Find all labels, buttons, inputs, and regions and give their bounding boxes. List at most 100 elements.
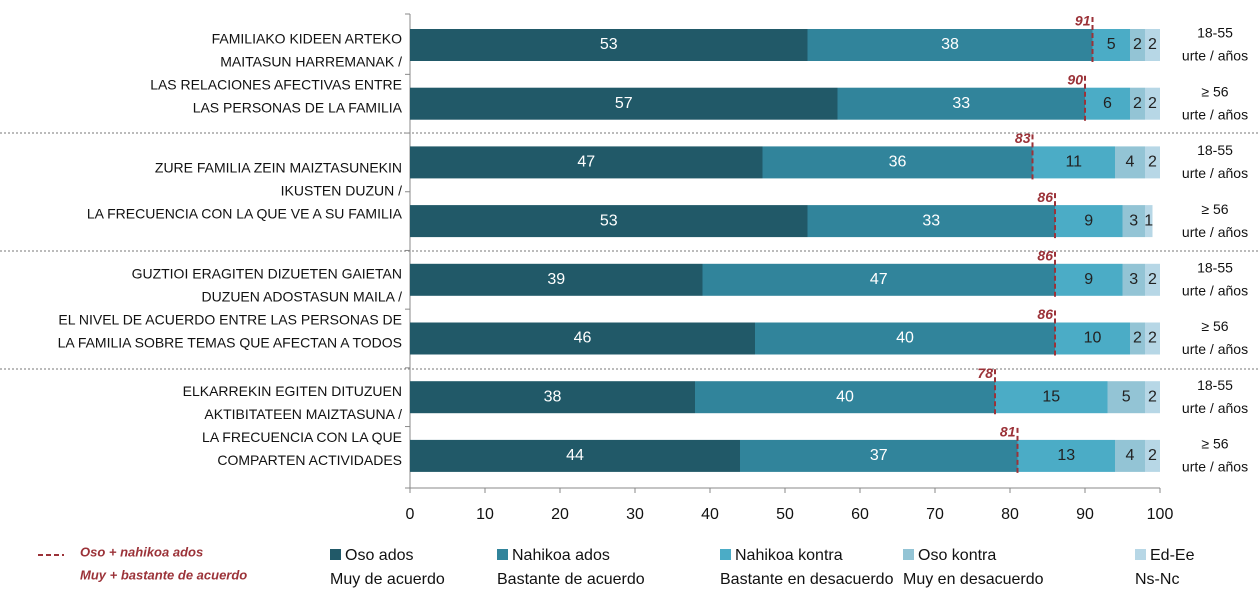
category-label: ≥ 56 <box>1201 436 1228 452</box>
value-label: 39 <box>547 271 565 288</box>
value-label: 11 <box>1065 154 1082 171</box>
value-label: 38 <box>544 388 562 405</box>
bar-segment <box>762 146 1033 179</box>
bar-segment <box>755 322 1055 355</box>
bar-segment <box>695 381 995 414</box>
bar-segment <box>410 87 838 120</box>
group-label: LA FAMILIA SOBRE TEMAS QUE AFECTAN A TOD… <box>58 334 402 350</box>
bar-segment <box>1092 29 1130 61</box>
group-label: GUZTIOI ERAGITEN DIZUETEN GAIETAN <box>132 265 402 281</box>
bar-segment <box>1145 146 1160 179</box>
category-label: urte / años <box>1182 400 1248 416</box>
value-label: 2 <box>1133 95 1142 112</box>
bar-segment <box>410 439 740 472</box>
bar-segment <box>1032 146 1115 179</box>
bar-segment <box>1107 381 1145 414</box>
legend-swatch <box>497 549 508 560</box>
category-label: 18-55 <box>1197 377 1233 393</box>
value-label: 2 <box>1148 154 1157 171</box>
x-tick-label: 40 <box>701 506 719 523</box>
value-label: 9 <box>1084 271 1093 288</box>
total-label: 83 <box>1015 130 1031 146</box>
legend-label: Oso + nahikoa ados <box>80 544 203 559</box>
value-label: 47 <box>870 271 888 288</box>
bar-segment <box>740 439 1018 472</box>
category-label: urte / años <box>1182 106 1248 122</box>
x-tick-label: 60 <box>851 506 869 523</box>
value-label: 10 <box>1084 330 1102 347</box>
bar-segment <box>1145 322 1160 355</box>
category-label: ≥ 56 <box>1201 201 1228 217</box>
bar-segment <box>1130 29 1145 61</box>
x-tick-label: 90 <box>1076 506 1094 523</box>
legend-label: Nahikoa ados <box>512 547 610 564</box>
x-tick-label: 20 <box>551 506 569 523</box>
bar-segment <box>1115 439 1145 472</box>
group-label: MAITASUN HARREMANAK / <box>220 54 402 70</box>
value-label: 40 <box>896 330 914 347</box>
value-label: 2 <box>1148 95 1157 112</box>
category-label: urte / años <box>1182 48 1248 64</box>
value-label: 47 <box>577 154 595 171</box>
bar-segment <box>1145 29 1160 61</box>
legend-label: Oso ados <box>345 547 413 564</box>
group-label: LA FRECUENCIA CON LA QUE <box>202 429 402 445</box>
value-label: 38 <box>941 36 959 53</box>
value-label: 3 <box>1129 212 1138 229</box>
bar-segment <box>1145 381 1160 414</box>
category-label: urte / años <box>1182 224 1248 240</box>
group-label: LAS RELACIONES AFECTIVAS ENTRE <box>150 77 402 93</box>
value-label: 2 <box>1148 447 1157 464</box>
x-tick-label: 0 <box>406 506 415 523</box>
total-label: 81 <box>1000 424 1016 440</box>
group-label: ZURE FAMILIA ZEIN MAIZTASUNEKIN <box>155 159 402 175</box>
legend-label: Ns-Nc <box>1135 571 1179 588</box>
x-tick-label: 30 <box>626 506 644 523</box>
bar-segment <box>1017 439 1115 472</box>
value-label: 40 <box>836 388 854 405</box>
value-label: 57 <box>615 95 633 112</box>
value-label: 53 <box>600 36 618 53</box>
value-label: 4 <box>1126 154 1135 171</box>
category-label: urte / años <box>1182 165 1248 181</box>
x-tick-label: 70 <box>926 506 944 523</box>
legend-swatch <box>720 549 731 560</box>
legend-swatch <box>1135 549 1146 560</box>
category-label: 18-55 <box>1197 142 1233 158</box>
value-label: 46 <box>574 330 592 347</box>
bar-segment <box>410 322 755 355</box>
bar-segment <box>1145 205 1153 238</box>
total-label: 90 <box>1067 71 1083 87</box>
value-label: 15 <box>1042 388 1060 405</box>
bar-segment <box>410 263 703 296</box>
total-label: 91 <box>1075 13 1091 29</box>
group-label: COMPARTEN ACTIVIDADES <box>217 452 402 468</box>
x-tick-label: 100 <box>1147 506 1174 523</box>
value-label: 2 <box>1148 388 1157 405</box>
value-label: 13 <box>1057 447 1075 464</box>
x-tick-label: 50 <box>776 506 794 523</box>
group-label: LAS PERSONAS DE LA FAMILIA <box>193 100 403 116</box>
bar-segment <box>1115 146 1145 179</box>
legend-label: Ed-Ee <box>1150 547 1195 564</box>
bar-segment <box>1085 87 1130 120</box>
total-label: 86 <box>1037 189 1053 205</box>
bar-segment <box>1055 322 1130 355</box>
value-label: 1 <box>1144 212 1153 229</box>
category-label: ≥ 56 <box>1201 318 1228 334</box>
value-label: 2 <box>1148 330 1157 347</box>
legend-swatch <box>330 549 341 560</box>
value-label: 2 <box>1133 36 1142 53</box>
legend-label: Oso kontra <box>918 547 996 564</box>
x-tick-label: 10 <box>476 506 494 523</box>
legend-label: Bastante en desacuerdo <box>720 571 894 588</box>
group-label: ELKARREKIN EGITEN DITUZUEN <box>183 383 402 399</box>
value-label: 3 <box>1129 271 1138 288</box>
group-label: IKUSTEN DUZUN / <box>281 182 402 198</box>
bar-segment <box>1145 439 1160 472</box>
value-label: 2 <box>1133 330 1142 347</box>
total-label: 86 <box>1037 306 1053 322</box>
group-label: DUZUEN ADOSTASUN MAILA / <box>202 288 403 304</box>
bar-segment <box>410 146 763 179</box>
